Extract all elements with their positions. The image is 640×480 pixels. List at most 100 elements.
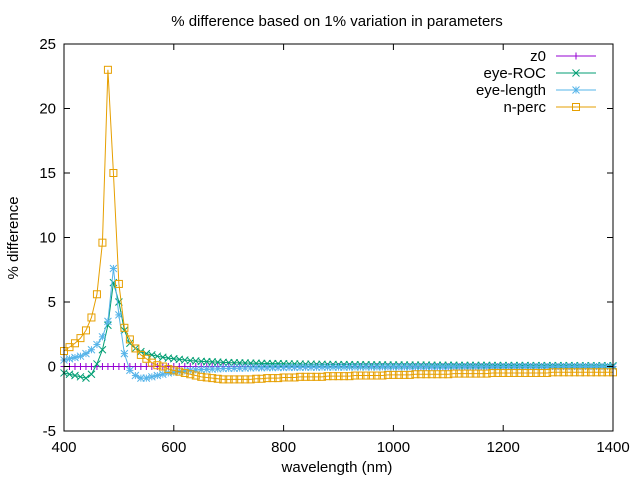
y-tick-label-0: -5: [43, 423, 56, 440]
point-n-perc-53: [350, 371, 359, 380]
legend-label-n-perc: n-perc: [503, 99, 546, 116]
point-n-perc-54: [356, 371, 365, 380]
point-n-perc-55: [361, 371, 370, 380]
point-n-perc-51: [339, 372, 348, 381]
point-n-perc-80: [499, 368, 508, 377]
series-line-n-perc: [63, 69, 613, 380]
point-n-perc-26: [202, 373, 211, 382]
point-eye-length-54: [356, 363, 365, 371]
point-n-perc-23: [186, 370, 195, 379]
point-n-perc-56: [367, 371, 376, 380]
point-n-perc-27: [208, 374, 217, 383]
point-n-perc-95: [581, 368, 590, 377]
point-n-perc-5: [87, 313, 96, 322]
y-tick-label-5: 20: [39, 101, 56, 118]
point-n-perc-37: [263, 374, 272, 383]
point-n-perc-57: [372, 371, 381, 380]
point-n-perc-16: [147, 358, 156, 367]
point-n-perc-42: [290, 373, 299, 382]
y-tick-label-4: 15: [39, 165, 56, 182]
point-eye-length-41: [285, 363, 293, 372]
point-eye-length-55: [362, 363, 370, 371]
point-eye-length-7: [98, 332, 107, 341]
point-n-perc-67: [427, 370, 436, 379]
point-n-perc-41: [285, 373, 294, 382]
point-n-perc-61: [394, 370, 403, 379]
point-n-perc-28: [213, 374, 222, 383]
point-n-perc-82: [510, 368, 519, 377]
point-n-perc-75: [471, 369, 480, 378]
point-n-perc-89: [548, 368, 557, 377]
point-n-perc-64: [411, 370, 420, 379]
legend-label-eye-ROC: eye-ROC: [483, 65, 546, 82]
point-n-perc-86: [532, 368, 541, 377]
point-n-perc-12: [125, 335, 134, 344]
x-tick-label-5: 1400: [596, 439, 629, 456]
point-n-perc-44: [301, 372, 310, 381]
point-eye-ROC-4: [82, 374, 90, 382]
x-tick-label-1: 600: [161, 439, 186, 456]
point-eye-ROC-5: [87, 370, 96, 379]
point-n-perc-71: [449, 369, 458, 378]
point-n-perc-39: [274, 374, 283, 383]
point-n-perc-10: [114, 279, 123, 288]
x-tick-label-4: 1200: [487, 439, 520, 456]
chart-title: % difference based on 1% variation in pa…: [171, 13, 503, 30]
point-n-perc-24: [191, 371, 200, 380]
point-n-perc-88: [543, 368, 552, 377]
point-n-perc-11: [120, 323, 129, 332]
point-n-perc-77: [482, 369, 491, 378]
point-n-perc-98: [598, 368, 607, 377]
point-n-perc-85: [526, 368, 535, 377]
point-eye-length-59: [384, 363, 392, 371]
point-n-perc-76: [477, 369, 486, 378]
point-n-perc-99: [603, 368, 612, 377]
y-tick-label-3: 10: [39, 230, 56, 247]
point-n-perc-66: [422, 370, 431, 379]
point-n-perc-7: [98, 238, 107, 247]
point-eye-length-9: [109, 264, 118, 273]
point-eye-length-49: [329, 363, 337, 371]
point-eye-length-76: [477, 362, 486, 371]
point-n-perc-48: [323, 372, 332, 381]
y-axis: -5 0 5 10 15 20 25: [39, 36, 613, 440]
point-n-perc-34: [246, 375, 255, 384]
point-eye-length-44: [301, 363, 310, 372]
point-n-perc-43: [296, 372, 305, 381]
point-n-perc-9: [109, 169, 118, 177]
point-eye-length-10: [115, 311, 123, 319]
y-axis-label: % difference: [5, 196, 22, 279]
y-tick-label-1: 0: [48, 359, 56, 376]
point-n-perc-87: [537, 368, 546, 377]
point-n-perc-81: [504, 368, 513, 377]
y-tick-label-6: 25: [39, 36, 56, 53]
point-n-perc-19: [164, 365, 173, 374]
point-eye-length-11: [120, 349, 129, 358]
point-eye-length-4: [82, 349, 90, 358]
legend-label-eye-length: eye-length: [476, 82, 546, 99]
point-n-perc-30: [224, 375, 233, 384]
point-n-perc-6: [92, 290, 101, 299]
point-n-perc-4: [81, 326, 90, 335]
point-n-perc-21: [175, 367, 184, 376]
point-n-perc-79: [493, 368, 502, 377]
point-eye-length-34: [246, 364, 255, 372]
point-eye-length-74: [466, 362, 475, 371]
x-tick-label-3: 1000: [377, 439, 410, 456]
series-line-eye-length: [63, 268, 613, 379]
point-n-perc-20: [169, 366, 178, 375]
point-eye-length-71: [449, 362, 458, 371]
point-n-perc-94: [576, 368, 585, 377]
point-n-perc-68: [433, 370, 442, 379]
point-eye-length-47: [318, 363, 326, 371]
point-n-perc-35: [252, 374, 261, 383]
point-eye-length-65: [416, 363, 425, 371]
point-n-perc-93: [570, 368, 579, 377]
series-eye-length: [60, 264, 617, 382]
point-n-perc-31: [230, 375, 239, 384]
x-tick-label-2: 800: [271, 439, 296, 456]
y-tick-label-2: 5: [48, 294, 56, 311]
point-n-perc-70: [444, 370, 453, 379]
x-axis: 400 600 800 1000 1200 1400: [51, 44, 630, 456]
